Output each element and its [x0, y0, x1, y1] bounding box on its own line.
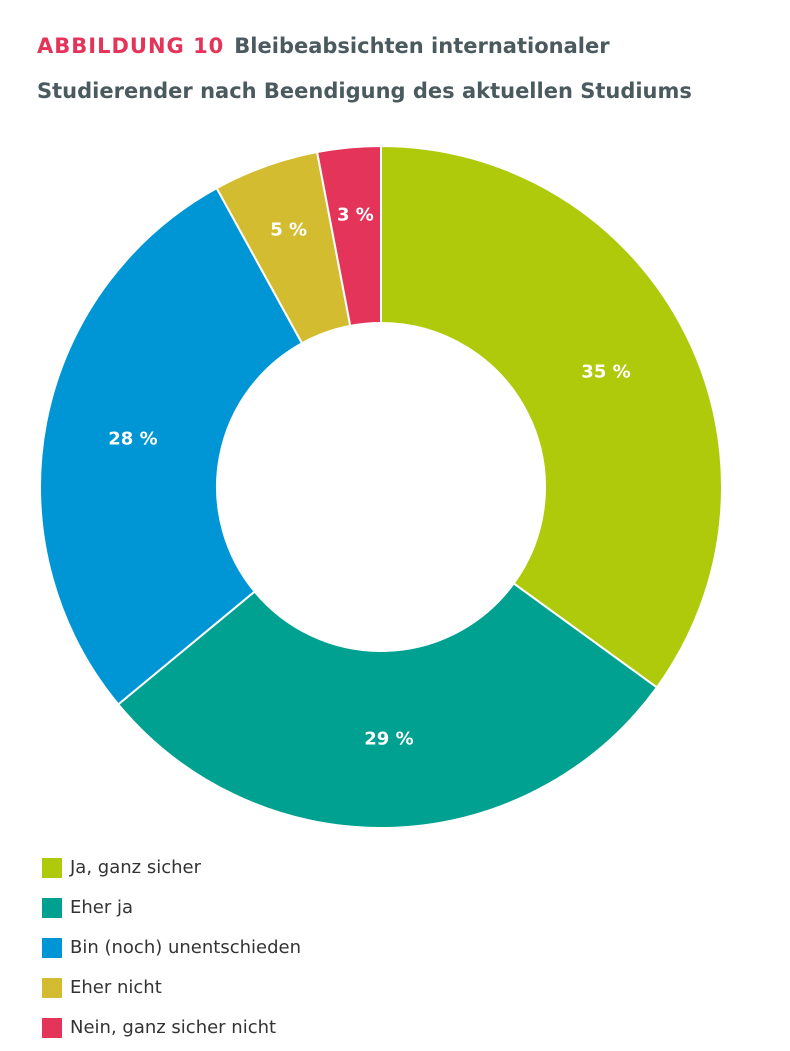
legend-swatch	[42, 1018, 62, 1038]
value-label: 35 %	[581, 361, 630, 382]
value-label: 29 %	[364, 728, 413, 749]
chart-title-block: ABBILDUNG 10 Bleibeabsichten internationa…	[37, 24, 737, 114]
legend-label: Nein, ganz sicher nicht	[70, 1017, 276, 1038]
donut-slice	[116, 582, 659, 829]
legend-label: Eher ja	[70, 897, 133, 918]
legend-swatch	[42, 898, 62, 918]
donut-slice	[39, 186, 304, 706]
value-label: 3 %	[337, 205, 374, 226]
value-label: 28 %	[108, 429, 157, 450]
figure-label: ABBILDUNG 10	[37, 34, 225, 58]
legend-label: Bin (noch) unentschieden	[70, 937, 301, 958]
donut-slice	[380, 144, 724, 689]
legend-swatch	[42, 938, 62, 958]
legend-label: Eher nicht	[70, 977, 162, 998]
value-label: 5 %	[270, 220, 307, 241]
legend-swatch	[42, 978, 62, 998]
donut-slice	[315, 144, 382, 328]
chart-title: Bleibeabsichten internationaler Studiere…	[37, 34, 692, 103]
legend-label: Ja, ganz sicher	[69, 857, 202, 878]
legend-swatch	[42, 858, 62, 878]
